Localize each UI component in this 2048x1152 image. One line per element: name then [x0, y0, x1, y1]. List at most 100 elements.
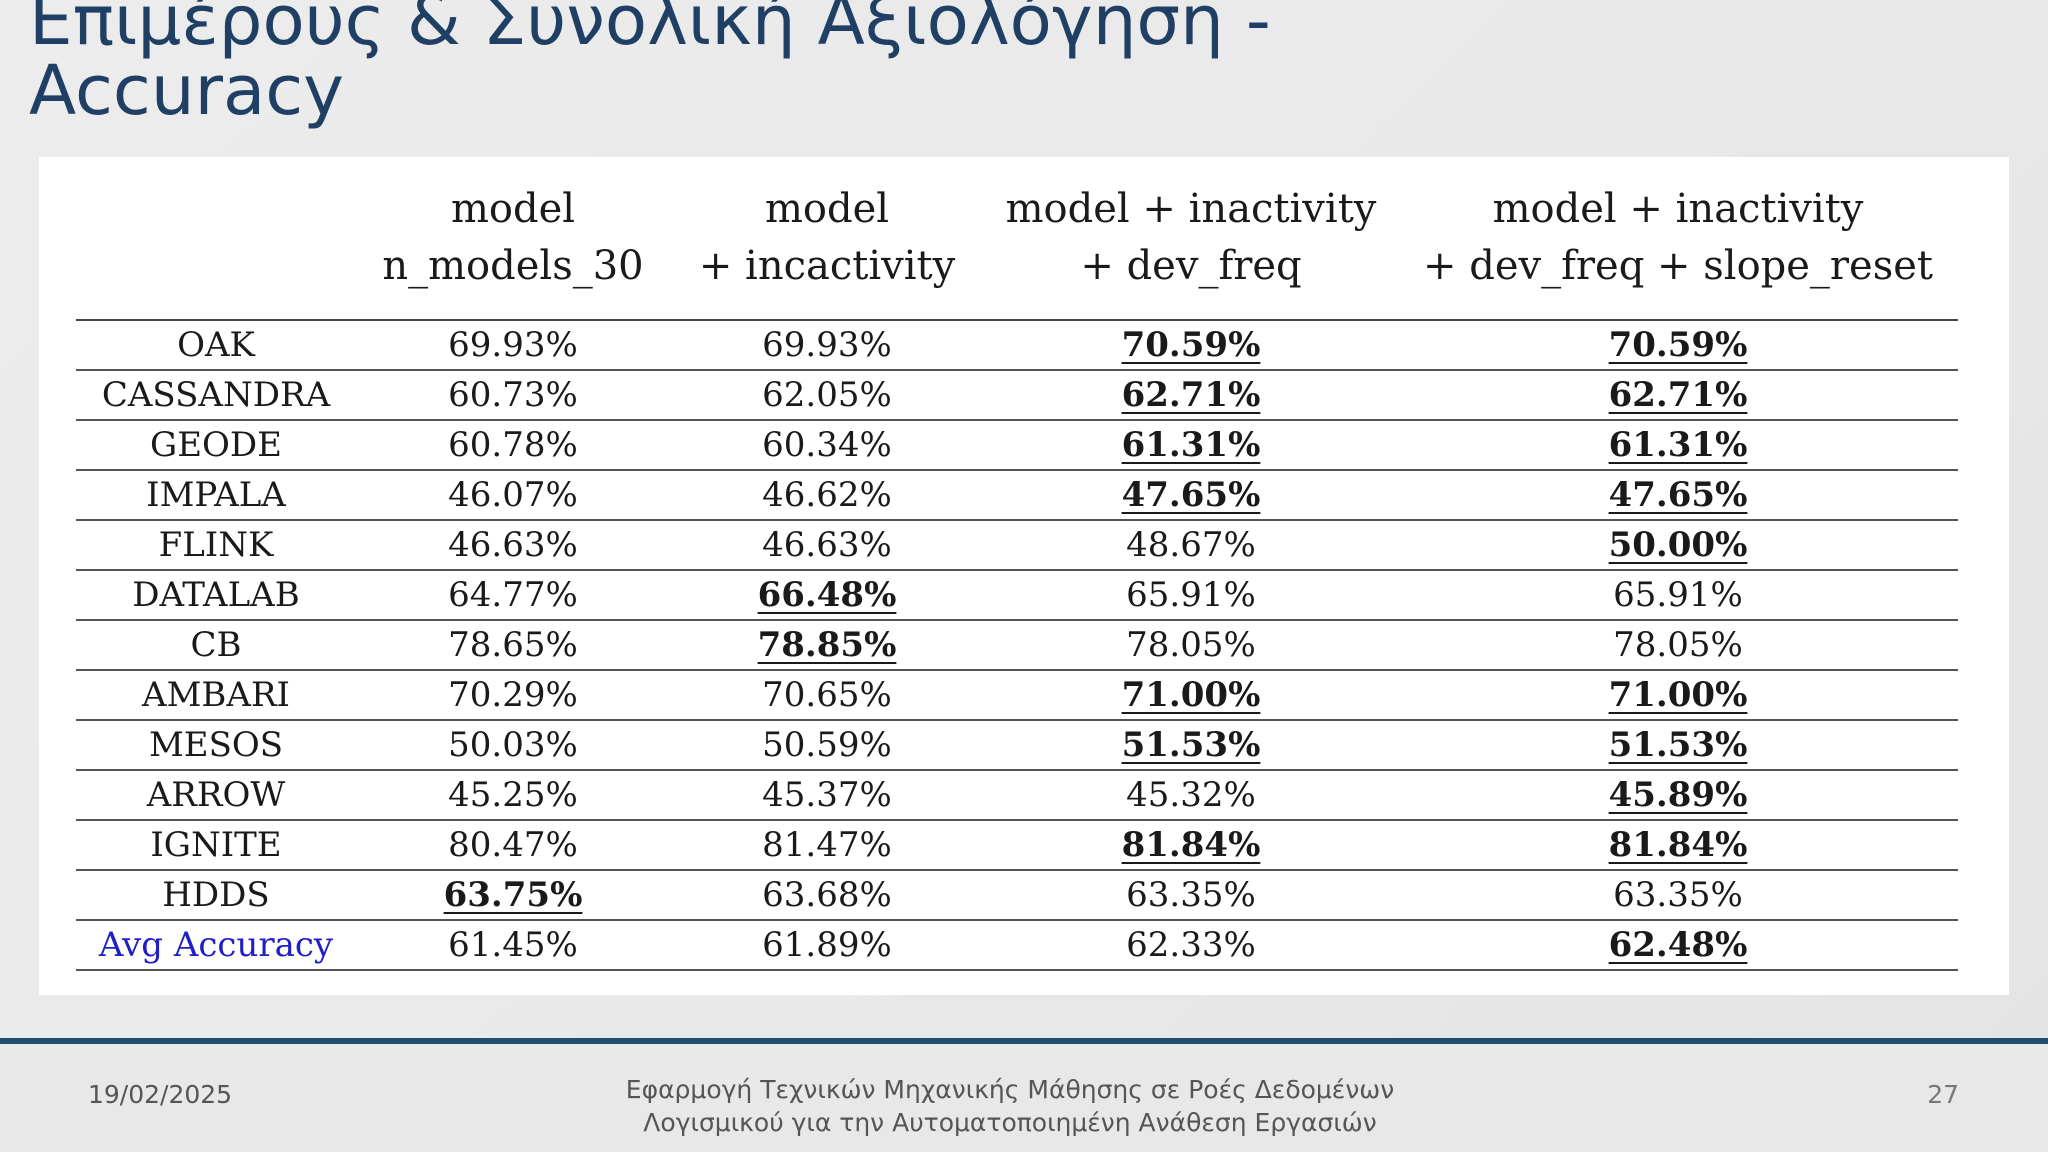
- row-label: Avg Accuracy: [76, 920, 356, 971]
- header-model-n-models-30: model n_models_30: [356, 157, 670, 321]
- cell-value: 63.35%: [1126, 875, 1256, 915]
- table-cell: 47.65%: [984, 470, 1398, 521]
- cell-value: 65.91%: [1126, 575, 1256, 615]
- row-label: HDDS: [76, 870, 356, 921]
- best-value: 61.31%: [1121, 425, 1261, 465]
- table-cell: 81.84%: [984, 820, 1398, 871]
- table-cell: 78.85%: [670, 620, 984, 671]
- row-label: FLINK: [76, 520, 356, 571]
- table-cell: 78.05%: [1398, 620, 1958, 671]
- table-cell: 62.33%: [984, 920, 1398, 971]
- cell-value: 46.62%: [762, 475, 892, 515]
- cell-value: 46.63%: [448, 525, 578, 565]
- table-cell: 69.93%: [670, 320, 984, 371]
- header-model-inactivity-dev-freq: model + inactivity + dev_freq: [984, 157, 1398, 321]
- page-number: 27: [1927, 1080, 1959, 1109]
- table-cell: 51.53%: [984, 720, 1398, 771]
- table-cell: 62.05%: [670, 370, 984, 421]
- cell-value: 60.78%: [448, 425, 578, 465]
- header-model-inactivity: model + incactivity: [670, 157, 984, 321]
- table-cell: 50.00%: [1398, 520, 1958, 571]
- best-value: 50.00%: [1608, 525, 1748, 565]
- table-cell: 63.75%: [356, 870, 670, 921]
- table-cell: 80.47%: [356, 820, 670, 871]
- best-value: 51.53%: [1121, 725, 1261, 765]
- footer-title-line-1: Εφαρμογή Τεχνικών Μηχανικής Μάθησης σε Ρ…: [625, 1075, 1395, 1104]
- table-row: CASSANDRA 60.73% 62.05% 62.71% 62.71%: [76, 370, 1958, 421]
- table-cell: 60.78%: [356, 420, 670, 471]
- cell-value: 80.47%: [448, 825, 578, 865]
- cell-value: 70.65%: [762, 675, 892, 715]
- table-cell: 65.91%: [1398, 570, 1958, 621]
- table-cell: 70.29%: [356, 670, 670, 721]
- best-value: 70.59%: [1121, 325, 1261, 365]
- table-header-row: model n_models_30 model + incactivity mo…: [76, 157, 1958, 321]
- cell-value: 78.65%: [448, 625, 578, 665]
- header-model-inactivity-dev-freq-slope-reset: model + inactivity + dev_freq + slope_re…: [1398, 157, 1958, 321]
- table-row: FLINK 46.63% 46.63% 48.67% 50.00%: [76, 520, 1958, 571]
- table-cell: 81.84%: [1398, 820, 1958, 871]
- best-value: 71.00%: [1608, 675, 1748, 715]
- best-value: 81.84%: [1121, 825, 1261, 865]
- cell-value: 63.35%: [1613, 875, 1743, 915]
- table-row: ARROW 45.25% 45.37% 45.32% 45.89%: [76, 770, 1958, 821]
- cell-value: 46.07%: [448, 475, 578, 515]
- table-body: OAK 69.93% 69.93% 70.59% 70.59% CASSANDRA 60.7…: [76, 320, 1958, 971]
- accuracy-table-card: model n_models_30 model + incactivity mo…: [39, 157, 2009, 995]
- table-cell: 70.59%: [1398, 320, 1958, 371]
- cell-value: 78.05%: [1613, 625, 1743, 665]
- table-row: AMBARI 70.29% 70.65% 71.00% 71.00%: [76, 670, 1958, 721]
- header-line-2: + dev_freq: [1080, 243, 1302, 289]
- header-line-2: n_models_30: [382, 243, 644, 289]
- table-cell: 63.35%: [1398, 870, 1958, 921]
- table-cell: 70.59%: [984, 320, 1398, 371]
- accuracy-table: model n_models_30 model + incactivity mo…: [76, 157, 1958, 971]
- table-cell: 61.31%: [984, 420, 1398, 471]
- cell-value: 63.68%: [762, 875, 892, 915]
- row-label: ARROW: [76, 770, 356, 821]
- footer: [0, 1044, 2048, 1152]
- cell-value: 62.33%: [1126, 925, 1256, 965]
- table-row-average: Avg Accuracy 61.45% 61.89% 62.33% 62.48%: [76, 920, 1958, 971]
- row-label: MESOS: [76, 720, 356, 771]
- table-cell: 51.53%: [1398, 720, 1958, 771]
- table-cell: 45.37%: [670, 770, 984, 821]
- table-cell: 48.67%: [984, 520, 1398, 571]
- row-label: DATALAB: [76, 570, 356, 621]
- row-label: CASSANDRA: [76, 370, 356, 421]
- table-cell: 61.89%: [670, 920, 984, 971]
- table-row: IGNITE 80.47% 81.47% 81.84% 81.84%: [76, 820, 1958, 871]
- table-cell: 63.35%: [984, 870, 1398, 921]
- row-label: IMPALA: [76, 470, 356, 521]
- cell-value: 64.77%: [448, 575, 578, 615]
- table-row: DATALAB 64.77% 66.48% 65.91% 65.91%: [76, 570, 1958, 621]
- best-value: 51.53%: [1608, 725, 1748, 765]
- best-value: 47.65%: [1608, 475, 1748, 515]
- cell-value: 70.29%: [448, 675, 578, 715]
- cell-value: 50.59%: [762, 725, 892, 765]
- table-cell: 78.65%: [356, 620, 670, 671]
- best-value: 81.84%: [1608, 825, 1748, 865]
- footer-title: Εφαρμογή Τεχνικών Μηχανικής Μάθησης σε Ρ…: [560, 1073, 1460, 1139]
- table-cell: 46.63%: [356, 520, 670, 571]
- table-cell: 66.48%: [670, 570, 984, 621]
- table-cell: 70.65%: [670, 670, 984, 721]
- footer-title-line-2: Λογισμικού για την Αυτοματοποιημένη Ανάθ…: [643, 1108, 1377, 1137]
- table-cell: 46.63%: [670, 520, 984, 571]
- table-cell: 71.00%: [1398, 670, 1958, 721]
- table-cell: 61.45%: [356, 920, 670, 971]
- table-cell: 69.93%: [356, 320, 670, 371]
- table-row: GEODE 60.78% 60.34% 61.31% 61.31%: [76, 420, 1958, 471]
- cell-value: 60.34%: [762, 425, 892, 465]
- best-value: 47.65%: [1121, 475, 1261, 515]
- slide-title: Επιμέρους & Συνολική Αξιολόγηση - Accura…: [29, 0, 1271, 131]
- row-label: OAK: [76, 320, 356, 371]
- table-cell: 81.47%: [670, 820, 984, 871]
- table-row: IMPALA 46.07% 46.62% 47.65% 47.65%: [76, 470, 1958, 521]
- cell-value: 61.45%: [448, 925, 578, 965]
- table-cell: 60.73%: [356, 370, 670, 421]
- row-label: IGNITE: [76, 820, 356, 871]
- footer-rule: [0, 1038, 2048, 1044]
- cell-value: 45.32%: [1126, 775, 1256, 815]
- row-label: GEODE: [76, 420, 356, 471]
